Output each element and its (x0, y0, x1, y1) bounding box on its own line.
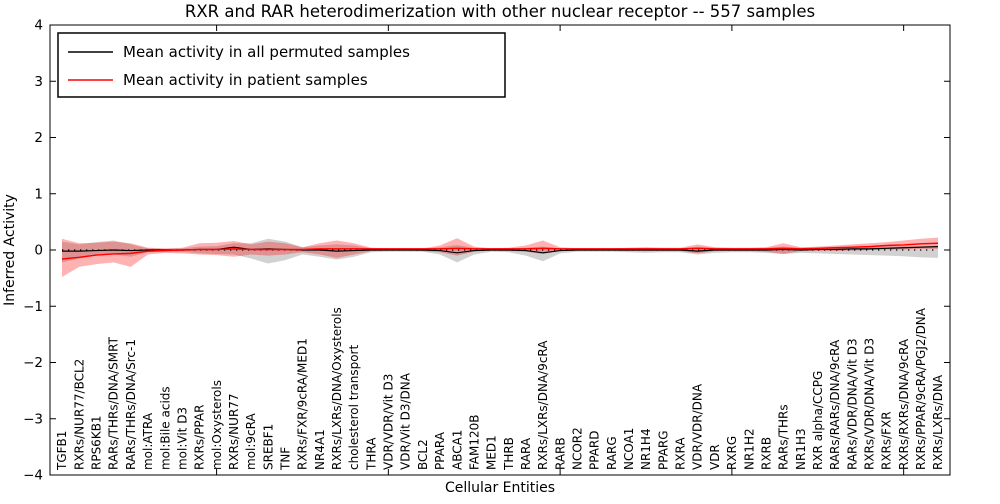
x-category-label: mol:Vit D3 (175, 407, 189, 470)
y-tick-label: 0 (34, 243, 43, 259)
x-category-label: PPARA (433, 431, 447, 470)
x-category-label: FAM120B (467, 415, 481, 471)
x-category-label: MED1 (485, 435, 499, 470)
x-category-label: PPARG (656, 430, 670, 470)
x-category-label: PPARD (588, 431, 602, 471)
legend-label-permuted: Mean activity in all permuted samples (123, 43, 410, 61)
x-category-label: RARs/THRs (777, 404, 791, 470)
x-category-label: RARs/VDR/DNA/Vit D3 (845, 338, 859, 470)
x-category-label: TNF (278, 447, 292, 471)
x-axis-label: Cellular Entities (445, 480, 555, 496)
x-category-label: NR1H4 (639, 428, 653, 470)
x-category-label: THRA (364, 437, 378, 471)
x-category-label: NR1H3 (794, 428, 808, 470)
x-category-label: RXRs/PPAR/9cRA/PGJ2/DNA (914, 307, 928, 470)
x-category-label: RXRA (674, 437, 688, 470)
x-category-label: NCOA1 (622, 428, 636, 470)
legend-frame (57, 32, 506, 98)
x-category-label: BCL2 (416, 439, 430, 470)
x-category-label: RXRs/VDR/DNA/Vit D3 (862, 338, 876, 470)
y-tick-label: −3 (23, 411, 43, 427)
y-tick-label: 3 (34, 74, 43, 90)
x-category-label: RXRs/LXRs/DNA (931, 374, 945, 470)
y-tick-label: −2 (23, 355, 43, 371)
permuted-std-band (62, 238, 938, 264)
y-tick-label: 1 (34, 186, 43, 202)
x-category-label: mol:9cRA (244, 413, 258, 470)
x-category-label: SREBF1 (261, 424, 275, 470)
x-category-label: RXRs/FXR (880, 411, 894, 470)
x-category-label: RXRG (725, 436, 739, 470)
x-category-label: VDR/Vit D3/DNA (399, 372, 413, 470)
x-category-label: RXRs/LXRs/DNA/Oxysterols (330, 307, 344, 470)
x-category-label: VDR (708, 444, 722, 470)
x-category-label: VDR/VDR/DNA (691, 383, 705, 470)
y-tick-label: 4 (34, 18, 43, 34)
x-category-label: RPS6KB1 (90, 415, 104, 470)
y-axis-label: Inferred Activity (2, 194, 18, 306)
chart-title: RXR and RAR heterodimerization with othe… (185, 2, 815, 21)
patient-mean-line (61, 242, 939, 260)
x-category-label: mol:Bile acids (158, 386, 172, 470)
x-category-label: RARA (519, 437, 533, 470)
x-category-label: RXRs/LXRs/DNA/9cRA (536, 340, 550, 470)
x-category-label: NR4A1 (313, 429, 327, 470)
x-category-label: RXRs/PPAR (193, 405, 207, 470)
legend: Mean activity in all permuted samples Me… (57, 32, 506, 98)
y-tick-label: −1 (23, 299, 43, 315)
x-category-label: mol:Oxysterols (210, 380, 224, 470)
y-tick-label: 2 (34, 130, 43, 146)
x-category-label: cholesterol transport (347, 344, 361, 470)
x-category-label: ABCA1 (450, 430, 464, 470)
legend-label-patient: Mean activity in patient samples (123, 71, 368, 89)
patient-std-band (62, 237, 938, 277)
y-tick-labels: 4 3 2 1 0 −1 −2 −3 −4 (23, 18, 43, 484)
x-category-label: RXRs/NUR77/BCL2 (72, 359, 86, 470)
axis-ticks (50, 24, 950, 476)
x-category-label: RXR alpha/CCPG (811, 371, 825, 470)
x-category-label: VDR/VDR/Vit D3 (382, 374, 396, 470)
x-category-label: RXRs/FXR/9cRA/MED1 (296, 338, 310, 470)
x-category-label: RARG (605, 436, 619, 470)
x-category-label: RARs/THRs/DNA/Src-1 (124, 339, 138, 470)
std-bands (62, 237, 938, 277)
x-category-label: RARs/THRs/DNA/SMRT (107, 336, 121, 470)
mean-lines (61, 242, 939, 260)
x-category-label: TGFB1 (55, 431, 69, 471)
x-category-label: NR1H2 (742, 428, 756, 470)
x-category-label: RARB (553, 437, 567, 470)
x-category-label: RXRs/RXRs/DNA/9cRA (897, 338, 911, 470)
x-category-label: mol:ATRA (141, 412, 155, 470)
x-category-label: RXRB (759, 437, 773, 470)
x-category-label: RXRs/NUR77 (227, 393, 241, 470)
x-category-label: THRB (502, 437, 516, 471)
x-category-label: NCOR2 (570, 427, 584, 470)
y-tick-label: −4 (23, 468, 43, 484)
x-category-labels: TGFB1 RXRs/NUR77/BCL2 RPS6KB1 RARs/THRs/DNA… (55, 307, 945, 471)
x-category-label: RARs/RARs/DNA/9cRA (828, 339, 842, 470)
